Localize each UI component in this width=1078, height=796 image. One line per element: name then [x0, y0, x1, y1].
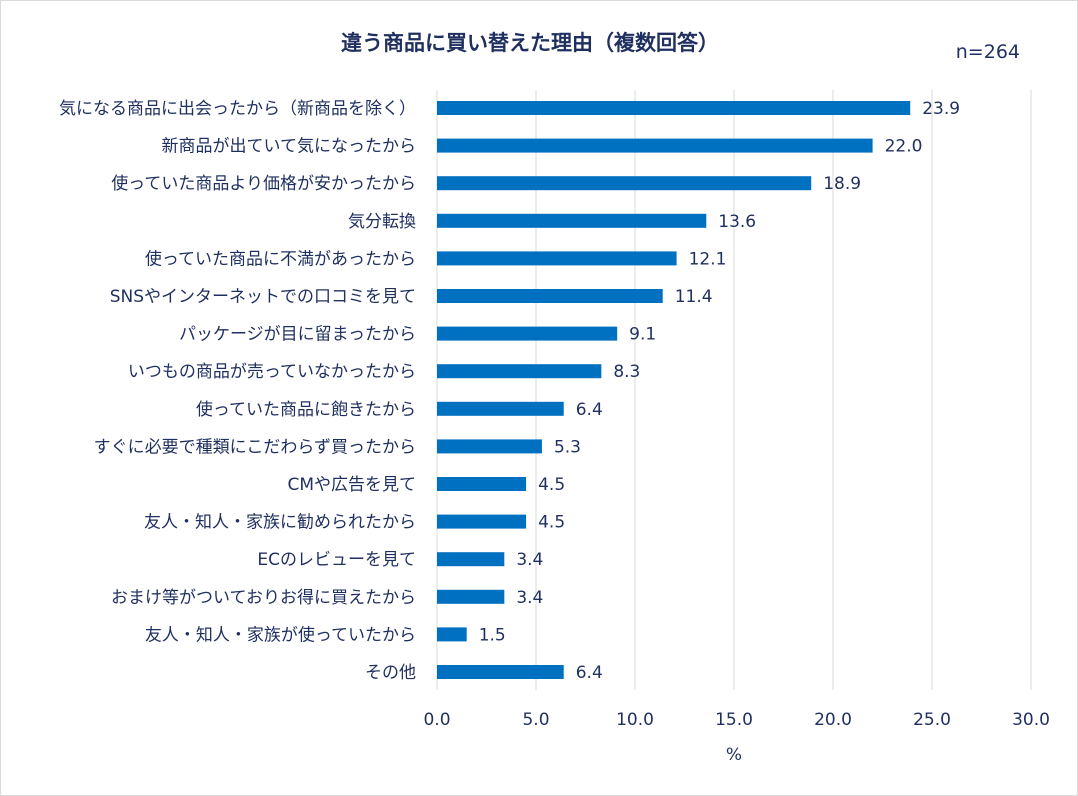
data-label: 13.6: [718, 212, 756, 232]
data-label: 5.3: [554, 437, 581, 457]
data-label: 9.1: [629, 325, 656, 345]
data-label: 12.1: [689, 249, 727, 269]
value-labels: 23.9 22.0 18.9 13.6 12.1 11.4 9.1 8.3 6.4 5.3 4.5 4…: [479, 99, 960, 683]
sample-size-note: n=264: [956, 41, 1020, 63]
bar: [437, 514, 527, 529]
category-label: すぐに必要で種類にこだわらず買ったから: [94, 437, 416, 457]
chart-title: 違う商品に買い替えた理由（複数回答）: [341, 31, 719, 55]
bar: [437, 176, 812, 191]
category-labels: 気になる商品に出会ったから（新商品を除く） 新商品が出ていて気になったから使ってい…: [59, 99, 416, 683]
category-label: 気になる商品に出会ったから（新商品を除く）: [59, 99, 416, 119]
category-label: パッケージが目に留まったから: [179, 325, 416, 345]
x-tick-label: 15.0: [715, 710, 753, 730]
data-label: 22.0: [885, 137, 923, 157]
bar: [437, 289, 663, 303]
bar: [437, 589, 505, 604]
x-tick-label: 25.0: [913, 710, 951, 730]
bar: [437, 477, 527, 491]
bar: [437, 627, 467, 642]
category-label: いつもの商品が売っていなかったから: [128, 362, 416, 382]
x-axis-label: %: [726, 745, 742, 765]
data-label: 23.9: [922, 99, 960, 119]
category-label: CMや広告を見て: [287, 475, 416, 495]
data-label: 8.3: [613, 362, 640, 382]
category-label: 友人・知人・家族に勧められたから: [144, 513, 416, 533]
category-label: 気分転換: [348, 212, 416, 232]
x-tick-label: 10.0: [616, 710, 654, 730]
category-label: その他: [365, 663, 416, 683]
data-label: 4.5: [538, 513, 565, 533]
bar: [437, 326, 618, 341]
data-label: 3.4: [516, 550, 543, 570]
category-label: おまけ等がついておりお得に買えたから: [111, 588, 416, 608]
category-label: 新商品が出ていて気になったから: [162, 137, 417, 157]
bars: [437, 101, 911, 679]
bar: [437, 364, 602, 379]
category-label: ECのレビューを見て: [257, 550, 416, 570]
data-label: 4.5: [538, 475, 565, 495]
data-label: 3.4: [516, 588, 543, 608]
bar: [437, 401, 564, 416]
x-tick-label: 20.0: [814, 710, 852, 730]
category-label: 友人・知人・家族が使っていたから: [145, 624, 416, 645]
bar: [437, 138, 873, 153]
data-label: 1.5: [479, 625, 506, 645]
category-label: 使っていた商品より価格が安かったから: [111, 173, 416, 194]
data-label: 6.4: [576, 663, 603, 683]
bar: [437, 665, 564, 679]
bar: [437, 552, 505, 567]
data-label: 6.4: [576, 400, 603, 420]
bar: [437, 251, 677, 266]
bar: [437, 439, 542, 454]
category-label: 使っていた商品に不満があったから: [145, 248, 416, 269]
data-label: 11.4: [675, 287, 713, 307]
x-tick-label: 5.0: [522, 710, 549, 730]
category-label: SNSやインターネットでの口コミを見て: [110, 287, 416, 307]
x-tick-label: 0.0: [423, 710, 450, 730]
data-label: 18.9: [823, 174, 861, 194]
x-tick-label: 30.0: [1012, 710, 1050, 730]
bar: [437, 101, 911, 115]
x-axis-ticks: 0.0 5.0 10.0 15.0 20.0 25.0 30.0: [423, 710, 1049, 730]
bar: [437, 213, 707, 228]
category-label: 使っていた商品に飽きたから: [196, 399, 416, 420]
